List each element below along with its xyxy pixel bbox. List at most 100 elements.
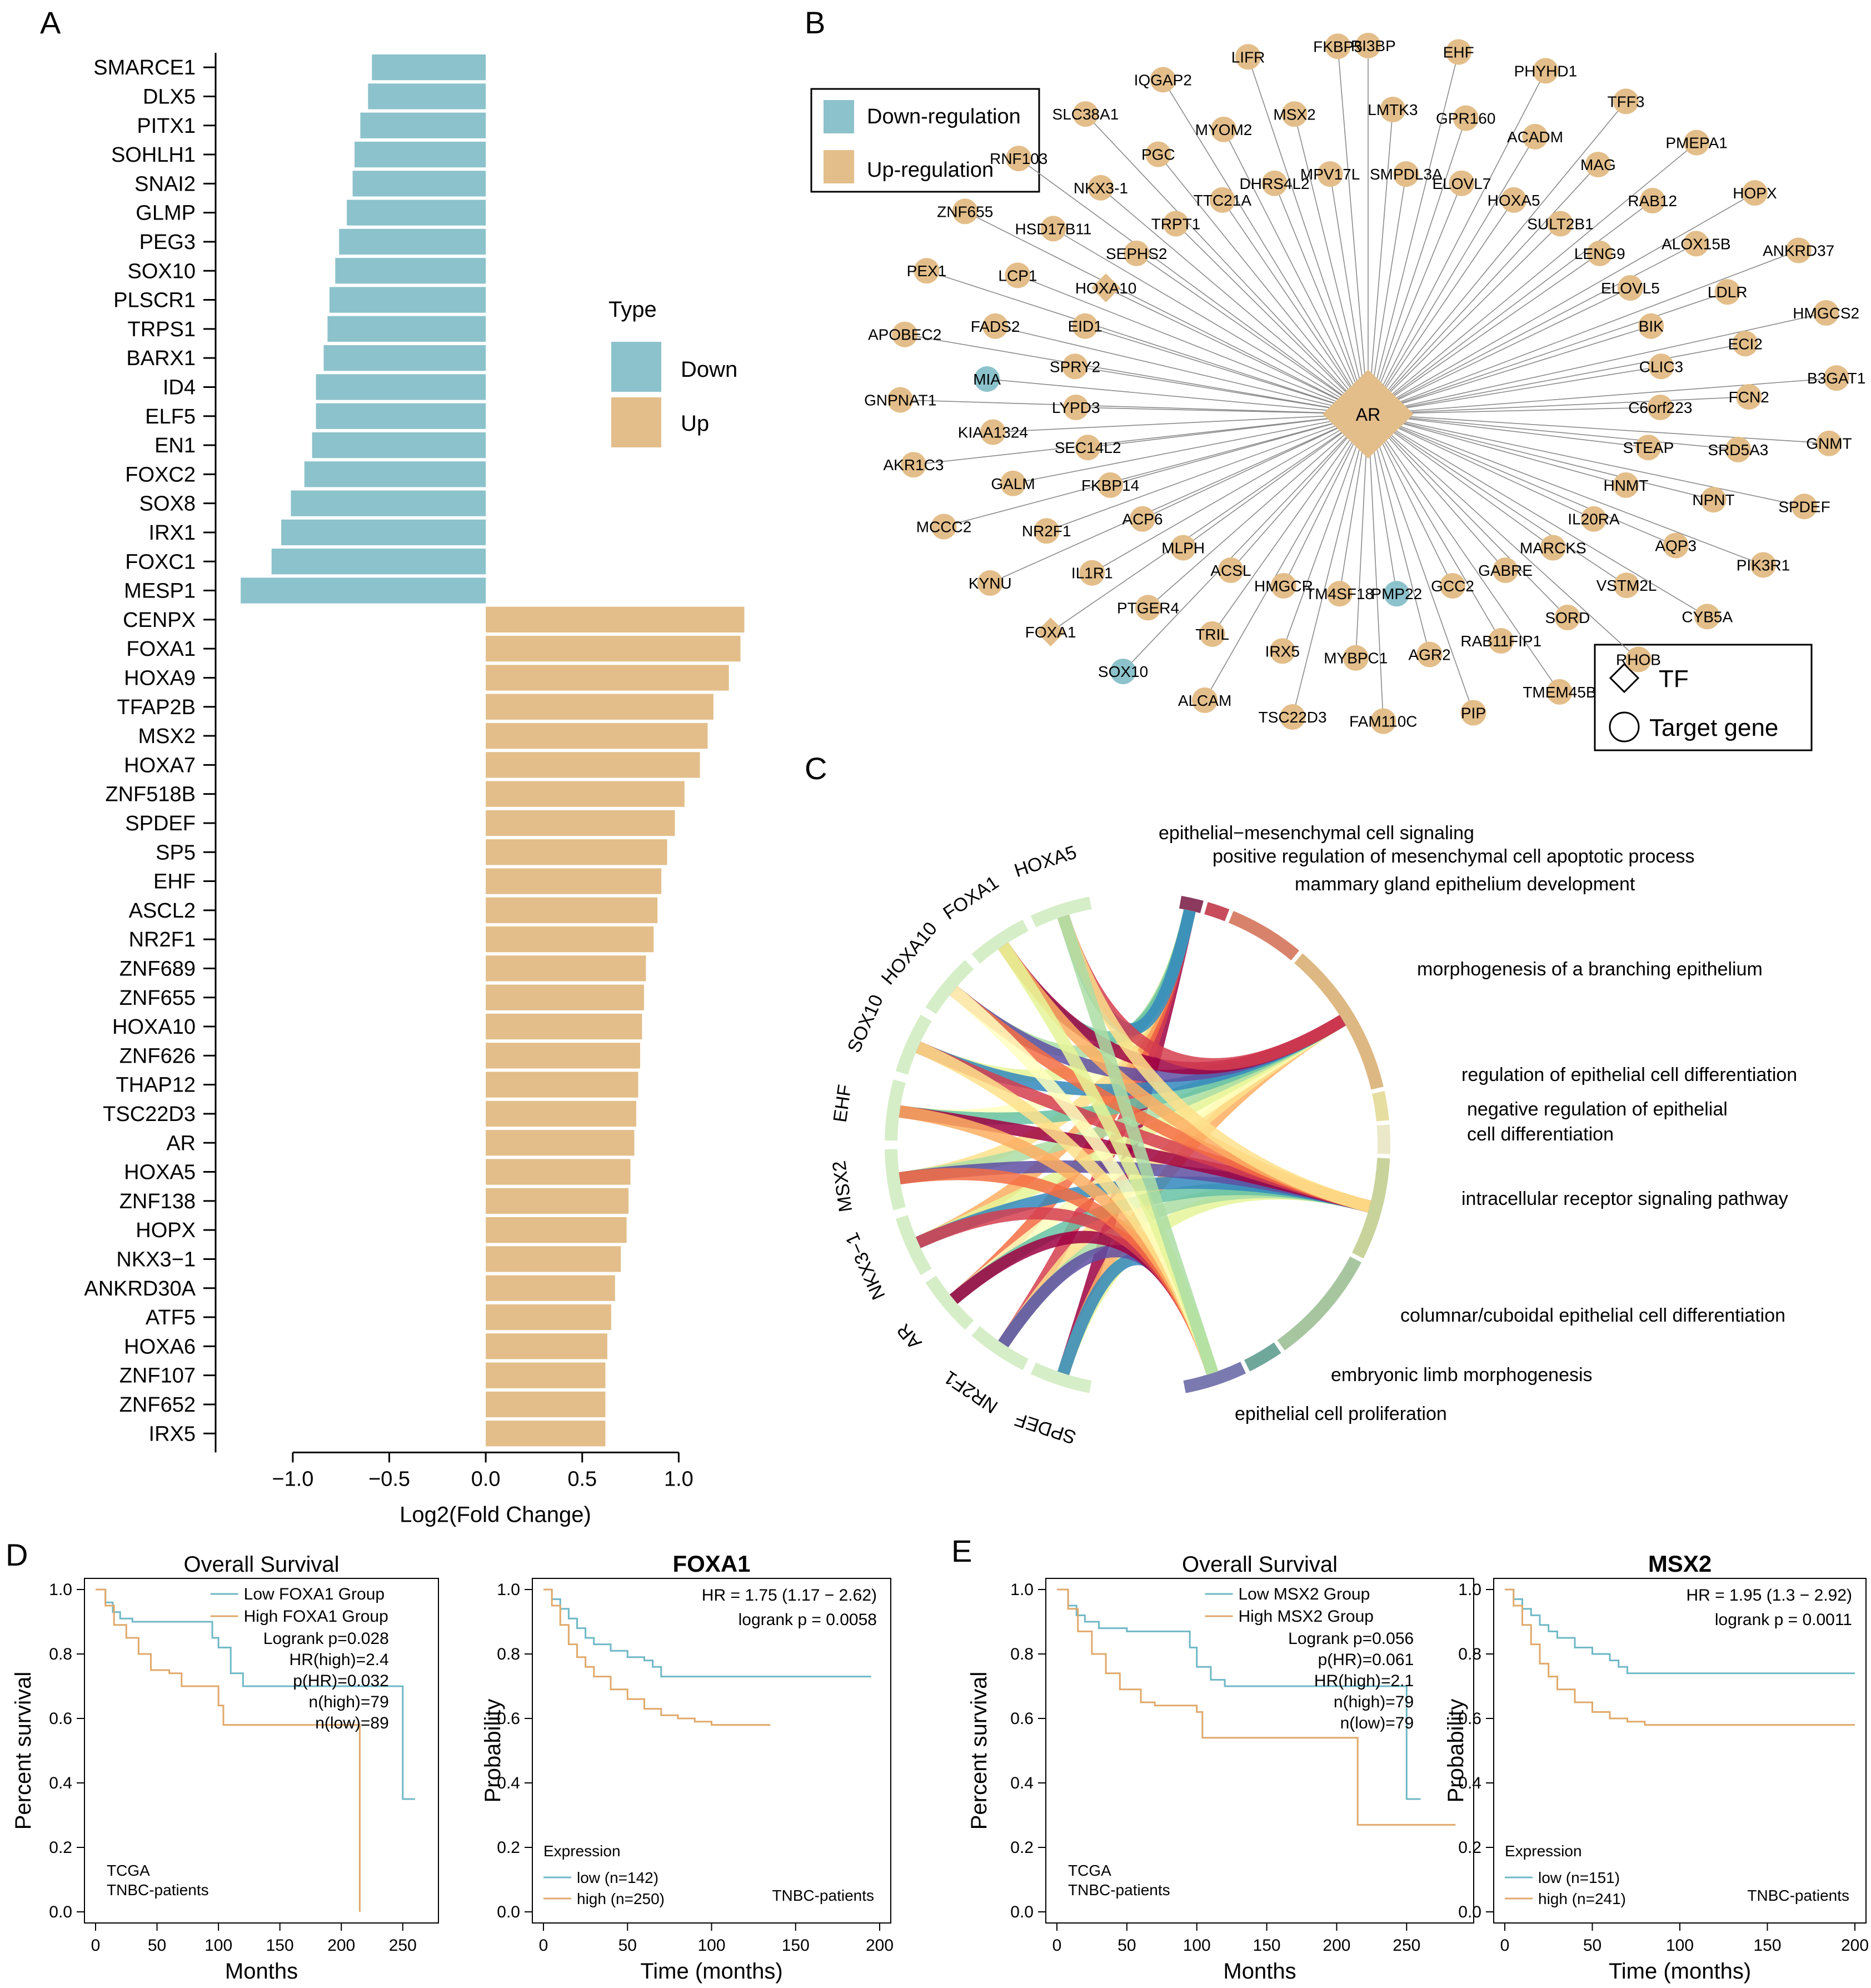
network-node-label: RAB12 xyxy=(1628,192,1677,210)
network-node-label: SRD5A3 xyxy=(1708,441,1768,459)
network-edge xyxy=(944,413,1369,527)
network-node xyxy=(1280,704,1306,730)
network-edge xyxy=(1368,413,1627,586)
network-edge xyxy=(1223,129,1369,415)
network-node xyxy=(1034,518,1060,544)
y-tick-label: 0.2 xyxy=(1010,1838,1034,1857)
network-node xyxy=(1613,88,1639,114)
network-node-label: ECI2 xyxy=(1728,335,1763,352)
y-tick-label: 0.4 xyxy=(49,1774,72,1792)
network-node xyxy=(1785,237,1812,263)
x-tick-label: 0 xyxy=(1052,1936,1062,1955)
legend-swatch-up xyxy=(611,397,661,447)
network-edge xyxy=(1368,413,1568,618)
chord-term-arc xyxy=(1277,1256,1361,1351)
network-node-label: CLIC3 xyxy=(1639,358,1683,375)
bar-category-label: EN1 xyxy=(154,434,196,457)
network-node-label: TRPT1 xyxy=(1151,215,1201,232)
bar xyxy=(486,897,658,923)
bar xyxy=(486,1362,606,1388)
network-edge xyxy=(1368,413,1829,444)
chord-term-label: regulation of epithelial cell differenti… xyxy=(1461,1064,1797,1085)
panel-label-d: D xyxy=(6,1537,28,1572)
network-node xyxy=(1540,535,1566,561)
network-node-label: ELOVL7 xyxy=(1432,175,1491,192)
chord-gene-label: MSX2 xyxy=(829,1159,857,1213)
network-edge xyxy=(1368,223,1561,415)
chord-gene-arc xyxy=(895,1215,932,1275)
network-node xyxy=(1700,487,1727,513)
bar xyxy=(368,83,486,109)
network-edge xyxy=(1018,158,1369,415)
x-tick-label: 150 xyxy=(1253,1936,1281,1955)
x-axis-title: Months xyxy=(1223,1959,1296,1984)
network-edge xyxy=(992,413,1369,433)
bar-category-label: FOXA1 xyxy=(126,637,196,661)
bar xyxy=(352,171,486,197)
bar-category-label: PEG3 xyxy=(139,231,196,254)
network-node xyxy=(1445,39,1471,65)
network-edge xyxy=(1248,57,1369,415)
network-node xyxy=(1581,506,1607,532)
bar xyxy=(486,1188,629,1214)
bar-category-label: HOXA5 xyxy=(124,1161,196,1184)
network-node xyxy=(1440,572,1466,599)
network-node-label: FAM110C xyxy=(1349,713,1417,730)
network-node-label: FKBP5 xyxy=(1313,38,1363,55)
stats-line: HR = 1.95 (1.3 − 2.92) xyxy=(1686,1586,1852,1605)
network-node xyxy=(974,366,1000,392)
bar-category-label: HOXA7 xyxy=(124,754,196,777)
network-node xyxy=(1714,279,1740,305)
y-tick-label: 0.2 xyxy=(497,1838,520,1857)
network-edge xyxy=(965,211,1369,415)
network-node-label: C6orf223 xyxy=(1628,399,1692,416)
legend-swatch-down xyxy=(611,342,661,392)
network-node-label: LENG9 xyxy=(1574,245,1625,262)
network-node xyxy=(1684,129,1710,156)
x-tick-label: 50 xyxy=(618,1936,637,1955)
chord-term-label: intracellular receptor signaling pathway xyxy=(1461,1188,1788,1209)
network-edge xyxy=(1274,183,1369,415)
network-node xyxy=(1380,97,1406,123)
bar xyxy=(486,606,745,632)
network-edge xyxy=(1012,413,1369,484)
bar xyxy=(486,752,700,778)
network-node-label: RNF103 xyxy=(990,150,1047,167)
network-edge xyxy=(1368,200,1514,415)
bar-category-label: NKX3−1 xyxy=(116,1248,196,1271)
legend-label-down: Down-regulation xyxy=(867,105,1021,128)
y-axis-title: Percent survival xyxy=(967,1672,991,1830)
y-tick-label: 0.8 xyxy=(1010,1645,1034,1663)
network-node-label: SEPHS2 xyxy=(1106,245,1167,262)
legend-label-low: Low FOXA1 Group xyxy=(244,1585,385,1603)
x-axis-title: Log2(Fold Change) xyxy=(400,1502,591,1527)
bar xyxy=(323,345,486,371)
bar xyxy=(486,1159,631,1185)
stats-line: HR = 1.75 (1.17 − 2.62) xyxy=(702,1586,877,1605)
chord-gene-label: AR xyxy=(893,1319,926,1353)
network-edge xyxy=(1368,366,1662,415)
network-node-label: IQGAP2 xyxy=(1134,71,1192,88)
network-node xyxy=(1006,146,1032,172)
bar xyxy=(241,577,486,604)
network-edge xyxy=(1368,413,1738,450)
network-edge xyxy=(1368,200,1653,415)
network-node xyxy=(1235,44,1261,70)
network-node xyxy=(1370,708,1396,734)
bar-category-label: SPDEF xyxy=(125,812,196,835)
network-node-label: ACADM xyxy=(1507,128,1563,146)
bar-category-label: SOX8 xyxy=(139,492,196,516)
bar xyxy=(486,1246,621,1272)
network-edge xyxy=(1368,413,1501,641)
stats-line: p(HR)=0.061 xyxy=(1318,1651,1414,1669)
bar-category-label: SOHLH1 xyxy=(111,143,196,167)
x-tick-label: 200 xyxy=(1841,1936,1869,1955)
bar-category-label: ZNF626 xyxy=(119,1044,196,1068)
network-node xyxy=(892,321,918,347)
network-node-label: EHF xyxy=(1443,43,1474,61)
network-node xyxy=(1683,231,1709,257)
network-node-label: ACSL xyxy=(1210,562,1251,579)
network-edge xyxy=(1368,52,1459,415)
network-edge xyxy=(1204,413,1369,701)
bar-category-label: SMARCE1 xyxy=(93,56,196,79)
